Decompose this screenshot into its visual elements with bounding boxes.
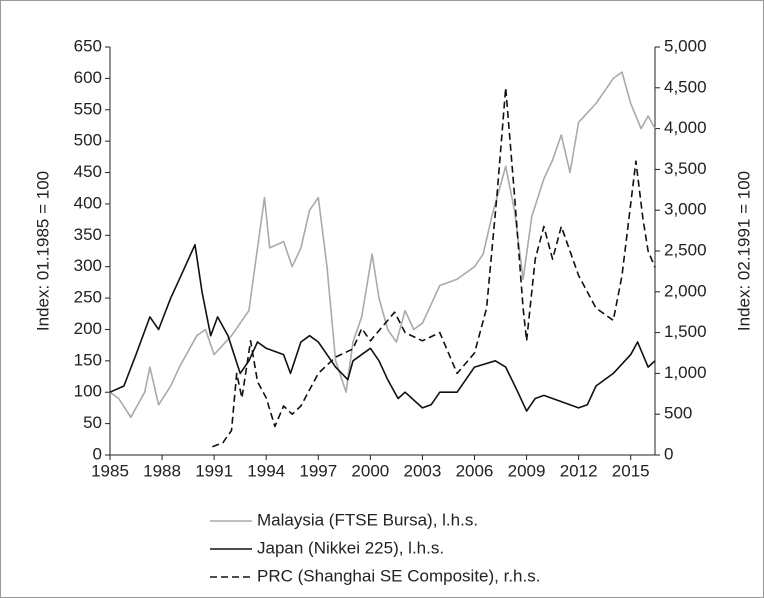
- y2-tick-label: 5,000: [664, 36, 707, 55]
- y2-tick-label: 4,500: [664, 77, 707, 96]
- series-line: [212, 87, 656, 448]
- x-tick-label: 1988: [143, 461, 181, 480]
- y2-tick-label: 3,000: [664, 200, 707, 219]
- x-tick-label: 1985: [91, 461, 129, 480]
- y2-tick-label: 3,500: [664, 159, 707, 178]
- x-tick-label: 2012: [560, 461, 598, 480]
- y-tick-label: 600: [74, 68, 102, 87]
- y-tick-label: 300: [74, 256, 102, 275]
- x-tick-label: 1991: [195, 461, 233, 480]
- x-tick-label: 1997: [299, 461, 337, 480]
- y-tick-label: 0: [93, 444, 102, 463]
- legend-label: PRC (Shanghai SE Composite), r.h.s.: [257, 566, 540, 585]
- y-tick-label: 350: [74, 225, 102, 244]
- legend-label: Japan (Nikkei 225), l.h.s.: [257, 538, 444, 557]
- x-tick-label: 2000: [351, 461, 389, 480]
- y-tick-label: 650: [74, 36, 102, 55]
- y-tick-label: 100: [74, 382, 102, 401]
- y2-tick-label: 2,000: [664, 281, 707, 300]
- y2-tick-label: 0: [664, 444, 673, 463]
- x-tick-label: 2015: [612, 461, 650, 480]
- x-tick-label: 2003: [404, 461, 442, 480]
- y2-tick-label: 500: [664, 404, 692, 423]
- x-tick-label: 2006: [456, 461, 494, 480]
- y2-tick-label: 2,500: [664, 240, 707, 259]
- y2-axis-title: Index: 02.1991 = 100: [734, 171, 753, 331]
- y-tick-label: 50: [83, 413, 102, 432]
- series-line: [109, 243, 656, 412]
- y-axis-title: Index: 01.1985 = 100: [33, 171, 52, 331]
- x-tick-label: 1994: [247, 461, 285, 480]
- y2-tick-label: 1,500: [664, 322, 707, 341]
- y-tick-label: 450: [74, 162, 102, 181]
- y2-tick-label: 4,000: [664, 118, 707, 137]
- y-tick-label: 400: [74, 193, 102, 212]
- legend-label: Malaysia (FTSE Bursa), l.h.s.: [257, 510, 478, 529]
- y-tick-label: 150: [74, 350, 102, 369]
- y2-tick-label: 1,000: [664, 363, 707, 382]
- y-tick-label: 200: [74, 319, 102, 338]
- y-tick-label: 250: [74, 288, 102, 307]
- x-tick-label: 2009: [508, 461, 546, 480]
- y-tick-label: 550: [74, 99, 102, 118]
- y-tick-label: 500: [74, 131, 102, 150]
- series-line: [109, 71, 656, 419]
